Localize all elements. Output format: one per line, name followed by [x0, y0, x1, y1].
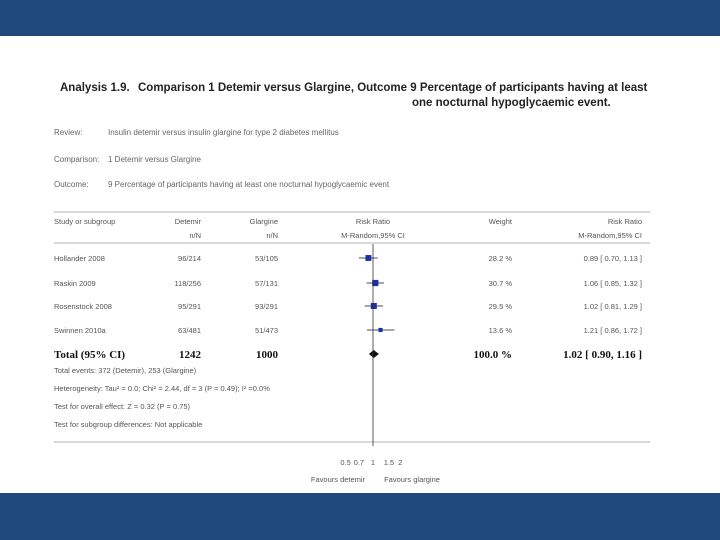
header-glargine-n: n/N — [266, 231, 278, 240]
detemir-events: 63/481 — [178, 326, 201, 335]
title-line-2: one nocturnal hypoglycaemic event. — [412, 97, 611, 109]
plot-marks — [358, 244, 395, 446]
study-name: Hollander 2008 — [54, 254, 105, 263]
study-name: Swinnen 2010a — [54, 326, 107, 335]
header-detemir: Detemir — [175, 217, 202, 226]
study-ci-text: 1.02 [ 0.81, 1.29 ] — [584, 302, 642, 311]
review-value: Insulin detemir versus insulin glargine … — [108, 128, 339, 137]
study-ci-text: 1.06 [ 0.85, 1.32 ] — [584, 279, 642, 288]
x-tick-label: 2 — [398, 458, 402, 467]
header-risk-ratio-right-method: M-Random,95% CI — [578, 231, 642, 240]
header-glargine: Glargine — [250, 217, 278, 226]
review-line: Review: Insulin detemir versus insulin gl… — [54, 128, 339, 137]
footnote: Test for subgroup differences: Not appli… — [54, 420, 202, 429]
header-study: Study or subgroup — [54, 217, 115, 226]
top-band — [0, 0, 720, 36]
glargine-events: 51/473 — [255, 326, 278, 335]
title-line-1: Comparison 1 Detemir versus Glargine, Ou… — [138, 82, 648, 94]
footnote: Test for overall effect: Z = 0.32 (P = 0… — [54, 402, 191, 411]
comparison-value: 1 Detemir versus Glargine — [108, 155, 201, 164]
analysis-label: Analysis 1.9. — [60, 82, 130, 94]
header-risk-ratio: Risk Ratio — [356, 217, 390, 226]
outcome-key: Outcome: — [54, 180, 89, 189]
study-weight: 13.6 % — [489, 326, 513, 335]
point-estimate — [372, 279, 379, 287]
study-weight: 28.2 % — [489, 254, 513, 263]
outcome-line: Outcome: 9 Percentage of participants hav… — [54, 180, 389, 189]
footnote: Heterogeneity: Tau² = 0.0; Chi² = 2.44, … — [54, 384, 270, 393]
point-estimate — [370, 302, 377, 310]
comparison-key: Comparison: — [54, 155, 100, 164]
x-tick-label: 1.5 — [384, 458, 394, 467]
footnote: Total events: 372 (Detemir), 253 (Glargi… — [54, 366, 197, 375]
favours-left-label: Favours detemir — [311, 475, 366, 484]
analysis-title: Analysis 1.9. Comparison 1 Detemir versus… — [60, 81, 660, 111]
header-risk-ratio-right: Risk Ratio — [608, 217, 642, 226]
x-tick-label: 1 — [371, 458, 375, 467]
study-weight: 30.7 % — [489, 279, 513, 288]
favours-right-label: Favours glargine — [384, 475, 440, 484]
total-detemir: 1242 — [179, 349, 202, 361]
point-estimate — [378, 327, 383, 333]
study-ci-text: 1.21 [ 0.86, 1.72 ] — [584, 326, 642, 335]
study-ci-text: 0.89 [ 0.70, 1.13 ] — [584, 254, 642, 263]
outcome-value: 9 Percentage of participants having at l… — [108, 180, 390, 189]
header-risk-ratio-method: M-Random,95% CI — [341, 231, 405, 240]
x-tick-label: 0.7 — [354, 458, 364, 467]
total-glargine: 1000 — [256, 349, 279, 361]
study-rows: Hollander 2008 96/214 53/105 28.2 % 0.89 [ 0… — [54, 254, 642, 361]
detemir-events: 118/256 — [174, 279, 201, 288]
x-axis: 0.5 0.7 1 1.5 2 Favours detemir Favours glargi… — [311, 458, 440, 484]
x-tick-label: 0.5 — [340, 458, 350, 467]
detemir-events: 95/291 — [178, 302, 201, 311]
total-label: Total (95% CI) — [54, 349, 125, 361]
total-diamond — [368, 350, 379, 358]
glargine-events: 57/131 — [255, 279, 278, 288]
total-ci-text: 1.02 [ 0.90, 1.16 ] — [563, 349, 642, 361]
bottom-band — [0, 493, 720, 540]
study-name: Raskin 2009 — [54, 279, 96, 288]
total-weight: 100.0 % — [474, 349, 513, 361]
study-name: Rosenstock 2008 — [54, 302, 112, 311]
detemir-events: 96/214 — [178, 254, 201, 263]
header-detemir-n: n/N — [189, 231, 201, 240]
glargine-events: 93/291 — [255, 302, 278, 311]
comparison-line: Comparison: 1 Detemir versus Glargine — [54, 155, 201, 164]
glargine-events: 53/105 — [255, 254, 278, 263]
review-key: Review: — [54, 128, 83, 137]
point-estimate — [365, 255, 372, 261]
footnotes: Total events: 372 (Detemir), 253 (Glargi… — [54, 366, 270, 429]
study-weight: 29.5 % — [489, 302, 513, 311]
header-weight: Weight — [489, 217, 513, 226]
